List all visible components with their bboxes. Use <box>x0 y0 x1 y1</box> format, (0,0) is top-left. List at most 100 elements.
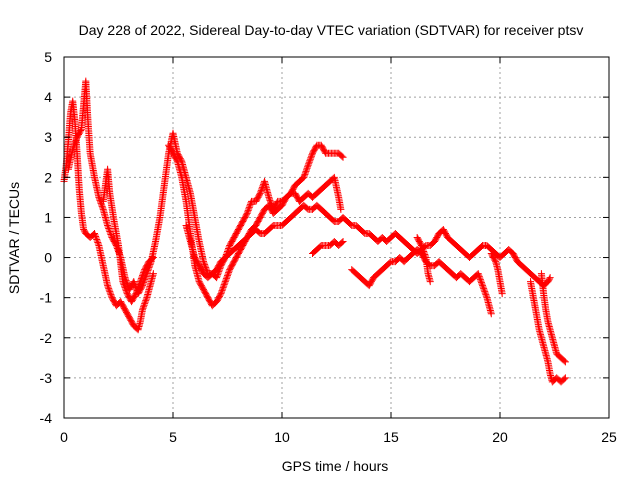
series-track-4 <box>165 141 345 310</box>
data-point <box>132 288 140 296</box>
data-point <box>337 205 345 213</box>
data-point <box>137 276 145 284</box>
data-point <box>136 278 144 286</box>
data-point <box>95 195 103 203</box>
data-point <box>244 206 252 214</box>
data-point <box>140 267 148 275</box>
data-point <box>301 169 309 177</box>
y-tick-label: 2 <box>44 169 52 185</box>
x-tick-label: 0 <box>60 429 68 445</box>
data-point <box>225 243 233 251</box>
data-point <box>255 191 263 199</box>
data-point <box>96 196 104 204</box>
data-point <box>491 256 499 264</box>
chart-title: Day 228 of 2022, Sidereal Day-to-day VTE… <box>79 22 584 38</box>
data-point <box>306 155 314 163</box>
data-point <box>476 274 484 282</box>
data-point <box>142 297 150 305</box>
data-point <box>265 195 273 203</box>
data-point <box>546 274 554 282</box>
data-point <box>105 226 113 234</box>
data-point <box>224 270 232 278</box>
data-point <box>73 135 81 143</box>
x-tick-label: 20 <box>492 429 508 445</box>
data-point <box>218 288 226 296</box>
data-point <box>307 152 315 160</box>
data-point <box>307 154 315 162</box>
data-point <box>149 254 157 262</box>
data-point <box>138 306 146 314</box>
data-point <box>142 295 150 303</box>
series-track-7 <box>348 246 495 318</box>
data-point <box>265 193 273 201</box>
data-point <box>107 232 115 240</box>
data-point <box>221 278 229 286</box>
data-point <box>213 274 221 282</box>
data-point <box>94 240 102 248</box>
series-track-11 <box>537 270 569 366</box>
y-tick-label: -4 <box>40 410 53 426</box>
data-point <box>301 170 309 178</box>
data-point <box>104 283 112 291</box>
data-point <box>223 273 231 281</box>
y-tick-label: -3 <box>40 370 53 386</box>
data-point <box>121 284 129 292</box>
data-point <box>200 259 208 267</box>
data-point <box>426 278 434 286</box>
data-point <box>137 275 145 283</box>
data-point <box>201 261 209 269</box>
data-point <box>304 163 312 171</box>
data-point <box>338 239 346 247</box>
y-tick-label: 5 <box>44 49 52 65</box>
data-point <box>120 281 128 289</box>
data-point <box>92 232 100 240</box>
data-point <box>417 240 425 248</box>
series-track-6 <box>309 238 347 258</box>
data-point <box>476 276 484 284</box>
x-tick-label: 5 <box>169 429 177 445</box>
data-point <box>104 221 112 229</box>
data-point <box>99 204 107 212</box>
data-point <box>303 164 311 172</box>
data-point <box>106 289 114 297</box>
data-point <box>420 248 428 256</box>
data-point <box>106 229 114 237</box>
data-point <box>119 278 127 286</box>
series-track-10 <box>527 278 569 386</box>
data-point <box>140 303 148 311</box>
data-point <box>133 287 141 295</box>
data-point <box>308 151 316 159</box>
data-point <box>141 298 149 306</box>
data-point <box>245 205 253 213</box>
data-point <box>475 273 483 281</box>
data-point <box>70 142 78 150</box>
data-point <box>104 223 112 231</box>
data-point <box>93 237 101 245</box>
data-point <box>138 272 146 280</box>
data-point <box>98 201 106 209</box>
data-point <box>477 279 485 287</box>
data-point <box>219 284 227 292</box>
series-track-9 <box>487 250 506 298</box>
data-point <box>418 242 426 250</box>
data-point <box>303 166 311 174</box>
data-point <box>202 264 210 272</box>
data-point <box>560 357 568 365</box>
data-point <box>257 186 265 194</box>
data-point <box>244 208 252 216</box>
data-series <box>60 77 569 386</box>
data-point <box>93 236 101 244</box>
series-track-5 <box>182 201 554 290</box>
data-point <box>131 291 139 299</box>
data-point <box>225 269 233 277</box>
data-point <box>421 251 429 259</box>
data-point <box>267 198 275 206</box>
data-point <box>480 285 488 293</box>
data-point <box>256 189 264 197</box>
data-point <box>106 288 114 296</box>
data-point <box>72 136 80 144</box>
data-point <box>70 141 78 149</box>
series-track-2 <box>64 77 347 298</box>
data-point <box>217 290 225 298</box>
plot-frame <box>63 56 610 419</box>
